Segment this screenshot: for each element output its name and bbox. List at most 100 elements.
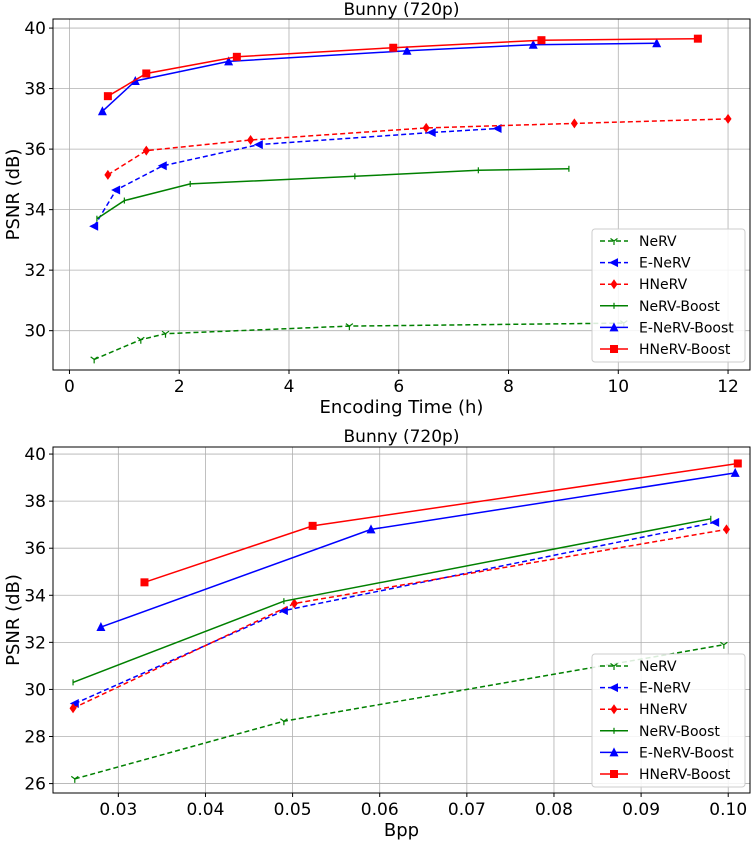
series-hnerv — [69, 524, 730, 714]
data-point — [90, 356, 99, 364]
data-point — [157, 161, 167, 171]
data-point — [97, 106, 107, 116]
data-point — [422, 122, 430, 133]
legend-label: NeRV-Boost — [639, 299, 720, 315]
x-tick-label: 0.03 — [99, 800, 137, 820]
y-tick-label: 36 — [24, 140, 46, 160]
legend: NeRV E-NeRV HNeRV NeRV-Boost E-NeRV-Boost HNe… — [591, 653, 746, 788]
data-point — [733, 459, 742, 468]
x-tick-label: 8 — [503, 377, 514, 397]
x-tick-label: 0.09 — [622, 800, 660, 820]
data-point — [492, 124, 502, 134]
series-line — [93, 127, 498, 227]
y-axis-label: PSNR (dB) — [3, 149, 24, 241]
y-tick-label: 34 — [24, 586, 46, 606]
data-point — [136, 336, 145, 344]
data-point — [652, 38, 662, 48]
y-tick-label: 36 — [24, 539, 46, 559]
legend-label: E-NeRV — [639, 256, 691, 272]
y-tick-label: 40 — [24, 19, 46, 39]
data-point — [253, 140, 263, 150]
data-point — [426, 127, 436, 137]
data-point — [161, 330, 170, 338]
x-tick-label: 12 — [717, 377, 739, 397]
series-line — [107, 37, 698, 97]
data-point — [308, 521, 317, 530]
y-tick-label: 32 — [24, 261, 46, 281]
legend-label: NeRV — [639, 234, 677, 250]
series-hnerv — [104, 113, 732, 180]
data-point — [402, 45, 412, 55]
x-tick-label: 0.07 — [448, 800, 486, 820]
data-point — [710, 517, 720, 527]
x-tick-label: 2 — [174, 377, 185, 397]
x-tick-label: 4 — [284, 377, 295, 397]
series-line — [96, 168, 569, 220]
axes-frame — [52, 18, 751, 371]
y-tick-label: 32 — [24, 633, 46, 653]
chart-bpp: 0.03 0.04 0.05 0.06 0.07 0.08 0.09 0.10 26 28 30 32… — [3, 427, 751, 841]
series-hnerv-boost — [103, 34, 702, 101]
data-point — [70, 775, 79, 783]
y-tick-label: 38 — [24, 492, 46, 512]
x-tick-label: 0 — [64, 377, 75, 397]
data-point — [280, 718, 288, 726]
x-tick-label: 0.05 — [274, 800, 312, 820]
legend-marker — [610, 279, 618, 290]
data-point — [104, 169, 112, 180]
data-point — [140, 578, 149, 587]
legend-marker — [609, 258, 618, 268]
legend-marker — [610, 345, 618, 353]
legend: NeRV E-NeRV HNeRV NeRV-Boost E-NeRV-Boost HNe… — [591, 228, 746, 363]
data-point — [366, 524, 376, 534]
series-line — [101, 42, 657, 112]
legend-label: HNeRV — [639, 277, 688, 293]
series-nerv — [70, 641, 728, 783]
series-nerv-boost — [72, 515, 712, 686]
legend-label: E-NeRV-Boost — [639, 745, 734, 761]
chart-title: Bunny (720p) — [344, 427, 460, 447]
legend-marker — [610, 238, 618, 245]
legend-label: NeRV-Boost — [639, 724, 720, 740]
legend-label: E-NeRV-Boost — [639, 320, 734, 336]
data-point — [111, 185, 121, 195]
data-point — [103, 92, 112, 101]
legend-marker — [610, 770, 618, 778]
data-point — [720, 641, 728, 649]
series-nerv-boost — [96, 165, 570, 222]
x-tick-label: 0.10 — [709, 800, 747, 820]
y-axis-label: PSNR (dB) — [3, 574, 24, 666]
data-point — [528, 39, 538, 49]
y-tick-label: 34 — [24, 201, 46, 221]
legend-marker — [609, 322, 619, 332]
legend-marker — [610, 663, 618, 670]
x-axis-label: Bpp — [384, 820, 419, 841]
chart-title: Bunny (720p) — [344, 0, 460, 20]
legend-box — [591, 653, 746, 788]
data-point — [224, 56, 234, 66]
legend-label: E-NeRV — [639, 681, 691, 697]
legend-label: HNeRV-Boost — [639, 767, 731, 783]
y-tick-label: 38 — [24, 80, 46, 100]
series-e-nerv — [89, 124, 502, 231]
data-point — [345, 323, 354, 331]
legend-label: HNeRV — [639, 702, 688, 718]
data-point — [389, 43, 398, 52]
data-point — [693, 34, 702, 43]
legend-label: HNeRV-Boost — [639, 342, 731, 358]
data-point — [89, 221, 99, 231]
data-point — [724, 113, 732, 124]
series-e-nerv-boost — [97, 38, 662, 116]
legend-label: NeRV — [639, 659, 677, 675]
y-tick-label: 30 — [24, 680, 46, 700]
series-hnerv-boost — [140, 459, 742, 587]
x-tick-label: 0.06 — [361, 800, 399, 820]
y-tick-label: 26 — [24, 775, 46, 795]
data-point — [290, 598, 298, 609]
data-point — [722, 524, 730, 535]
chart-encoding-time: 0 2 4 6 8 10 12 30 32 34 36 38 40 Bunny (720p) Encodin… — [3, 0, 751, 418]
legend-box — [591, 228, 746, 363]
data-point — [730, 467, 740, 477]
x-tick-label: 10 — [607, 377, 629, 397]
